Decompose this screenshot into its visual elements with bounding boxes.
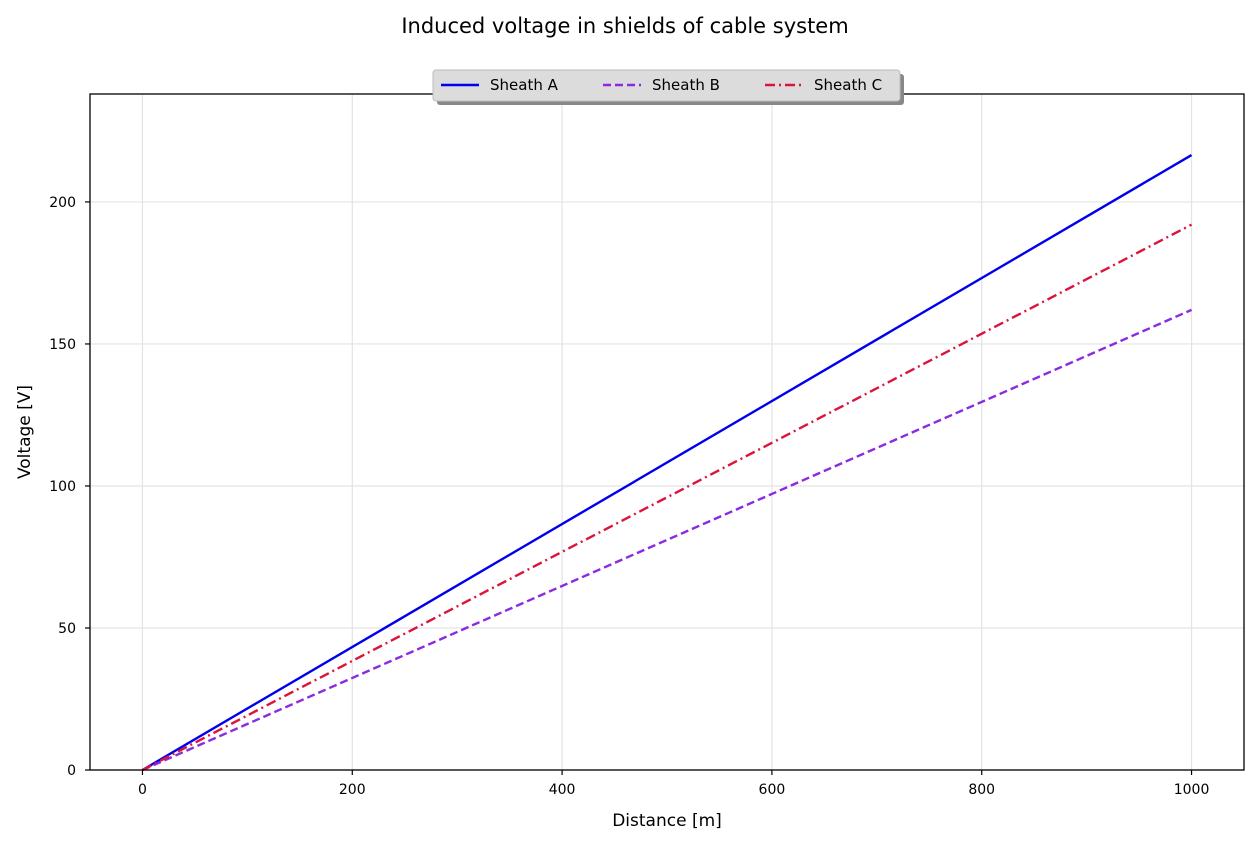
x-axis-label: Distance [m]	[612, 811, 722, 831]
x-tick-label: 1000	[1174, 782, 1210, 798]
y-tick-label: 200	[49, 195, 76, 211]
y-axis-ticks: 0 50 100 150 200	[49, 195, 90, 779]
x-tick-label: 200	[339, 782, 366, 798]
legend: Sheath A Sheath B Sheath C	[432, 69, 904, 105]
x-axis-ticks: 0 200 400 600 800 1000	[138, 770, 1209, 798]
series-line-3	[141, 223, 1193, 772]
series-lines	[141, 154, 1193, 772]
y-axis-label: Voltage [V]	[15, 385, 35, 479]
grid	[90, 94, 1244, 771]
legend-box	[432, 69, 901, 102]
chart-title: Induced voltage in shields of cable syst…	[401, 14, 848, 38]
legend-label-3: Sheath C	[814, 76, 882, 94]
series-line-1	[141, 154, 1193, 772]
plot-frame	[89, 93, 1245, 771]
legend-label-1: Sheath A	[490, 76, 559, 94]
legend-label-2: Sheath B	[652, 76, 720, 94]
series-line-2	[141, 308, 1193, 772]
x-tick-label: 600	[759, 782, 786, 798]
x-tick-label: 400	[549, 782, 576, 798]
y-tick-label: 0	[67, 763, 76, 779]
y-tick-label: 50	[58, 621, 76, 637]
x-tick-label: 800	[968, 782, 995, 798]
x-tick-label: 0	[138, 782, 147, 798]
y-tick-label: 100	[49, 479, 76, 495]
y-tick-label: 150	[49, 337, 76, 353]
legend-items: Sheath A Sheath B Sheath C	[441, 76, 882, 94]
